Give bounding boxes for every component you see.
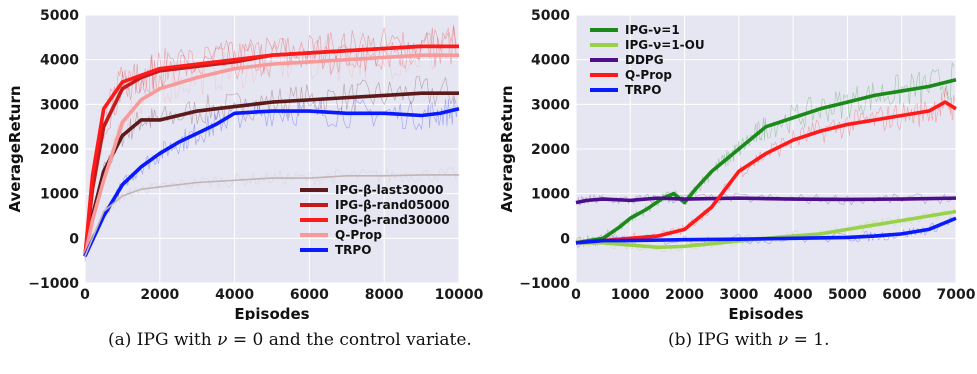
series-line	[575, 78, 957, 245]
series-line	[575, 100, 957, 245]
y-tick-label: 0	[69, 231, 79, 247]
series-line	[84, 174, 459, 257]
series-line	[83, 53, 459, 257]
caption-left-symbol: ν	[217, 330, 228, 350]
series-right	[575, 62, 957, 253]
series-noise	[575, 208, 955, 253]
x-tick-label: 1000	[611, 287, 650, 303]
caption-left-prefix: (a) IPG with	[108, 330, 218, 350]
y-axis-label-left: AverageReturn	[6, 85, 24, 212]
x-tick-label: 2000	[665, 287, 704, 303]
y-tick-label: −1000	[28, 276, 79, 292]
y-tick-label: 4000	[40, 53, 79, 69]
x-tick-label: 8000	[365, 287, 404, 303]
series-line	[83, 107, 460, 257]
x-tick-label: 3000	[719, 287, 758, 303]
y-tick-label: 5000	[531, 8, 570, 24]
x-tick-label: 10000	[435, 287, 484, 303]
x-tick-label: 0	[571, 287, 581, 303]
caption-left: (a) IPG with ν = 0 and the control varia…	[108, 330, 472, 350]
x-tick-label: 5000	[828, 287, 867, 303]
y-ticks-left: −1000 0 1000 2000 3000 4000 5000	[28, 8, 79, 292]
caption-right-symbol: ν	[777, 330, 789, 350]
chart-left: 0 2000 4000 6000 8000 10000 −1000010002000300…	[6, 8, 484, 320]
series-line	[83, 44, 459, 257]
y-tick-label: 3000	[40, 97, 79, 113]
x-ticks-left: 0 2000 4000 6000 8000 10000	[80, 287, 483, 303]
x-tick-label: 0	[80, 287, 90, 303]
legend-label: TRPO	[625, 83, 661, 97]
legend-label: IPG-β-last30000	[335, 183, 444, 197]
series-noise	[84, 24, 457, 253]
legend-label: Q-Prop	[625, 68, 672, 82]
y-tick-label: 2000	[40, 142, 79, 158]
x-tick-label: 6000	[882, 287, 921, 303]
y-tick-label: 0	[560, 231, 570, 247]
grid-right	[575, 14, 957, 284]
figure: 0 2000 4000 6000 8000 10000 −1000010002000300…	[6, 8, 976, 320]
legend-label: IPG-ν=1	[625, 23, 680, 37]
y-axis-label-right: AverageReturn	[498, 85, 516, 212]
x-tick-label: 2000	[140, 287, 179, 303]
y-tick-label: 1000	[531, 187, 570, 203]
caption-left-suffix: = 0 and the control variate.	[227, 330, 472, 350]
chart-right: 0 1000 2000 3000 4000 5000 6000 7000 −100001000…	[498, 8, 976, 320]
legend-label: Q-Prop	[335, 228, 382, 242]
legend-left: IPG-β-last30000IPG-β-rand05000IPG-β-rand…	[300, 183, 450, 257]
y-tick-label: 5000	[40, 8, 79, 24]
caption-right-prefix: (b) IPG with	[668, 330, 778, 350]
series-left	[83, 24, 460, 262]
x-axis-label-left: Episodes	[234, 305, 309, 320]
legend-label: IPG-ν=1-OU	[625, 38, 705, 52]
x-ticks-right: 0 1000 2000 3000 4000 5000 6000 7000	[571, 287, 976, 303]
x-tick-label: 4000	[774, 287, 813, 303]
series-noise	[84, 26, 457, 255]
caption-right: (b) IPG with ν = 1.	[668, 330, 830, 350]
caption-right-suffix: = 1.	[788, 330, 830, 350]
x-tick-label: 4000	[215, 287, 254, 303]
legend-label: TRPO	[335, 243, 371, 257]
x-tick-label: 7000	[937, 287, 976, 303]
legend-label: DDPG	[625, 53, 664, 67]
y-tick-label: 4000	[531, 53, 570, 69]
y-tick-label: −1000	[519, 276, 570, 292]
legend-label: IPG-β-rand30000	[335, 213, 450, 227]
y-tick-label: 2000	[531, 142, 570, 158]
series-line	[575, 196, 957, 205]
x-tick-label: 6000	[290, 287, 329, 303]
x-axis-label-right: Episodes	[728, 305, 803, 320]
y-tick-label: 1000	[40, 187, 79, 203]
legend-label: IPG-β-rand05000	[335, 198, 450, 212]
y-tick-label: 3000	[531, 97, 570, 113]
y-ticks-right: −1000 0 1000 2000 3000 4000 5000	[519, 8, 570, 292]
series-line	[575, 216, 957, 245]
